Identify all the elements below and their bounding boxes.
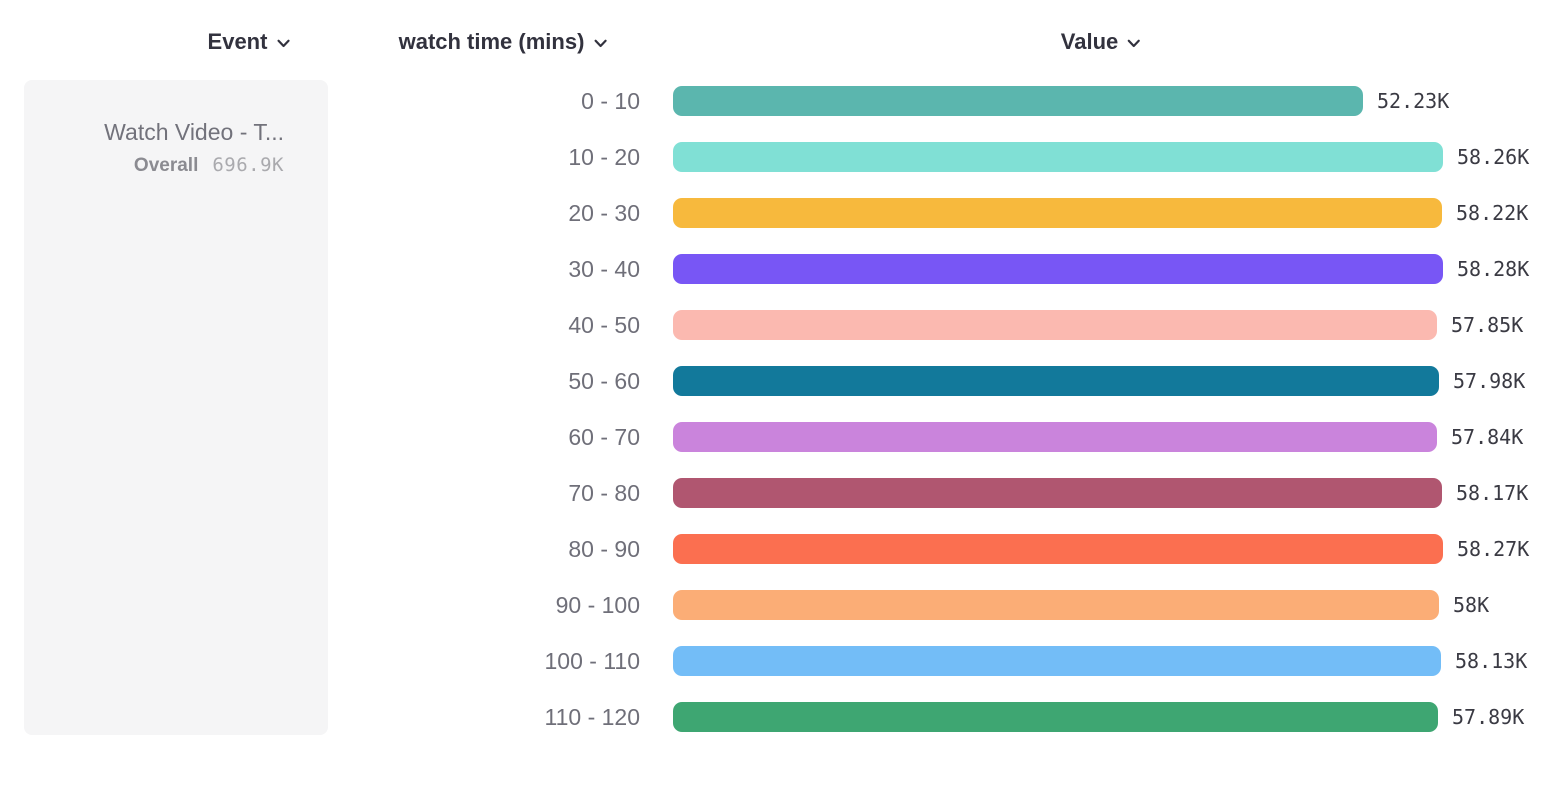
chart-row: 90 - 100 58K	[0, 590, 1568, 620]
category-label: 60 - 70	[568, 423, 640, 450]
value-label: 58.17K	[1456, 481, 1529, 505]
value-header-label: Value	[1060, 29, 1119, 54]
category-label: 100 - 110	[544, 647, 640, 674]
value-label: 58.26K	[1457, 145, 1530, 169]
bar[interactable]	[673, 254, 1443, 284]
chart-row: 50 - 60 57.98K	[0, 366, 1568, 396]
category-label: 90 - 100	[555, 591, 640, 618]
bar[interactable]	[673, 422, 1437, 452]
bar[interactable]	[673, 142, 1443, 172]
category-label: 110 - 120	[544, 703, 640, 730]
category-label: 0 - 10	[581, 87, 640, 114]
event-header-label: Event	[207, 29, 268, 54]
bar[interactable]	[673, 702, 1438, 732]
event-column-header[interactable]: Event	[208, 28, 291, 56]
category-label: 50 - 60	[568, 367, 640, 394]
bar[interactable]	[673, 86, 1363, 116]
chart-row: 100 - 110 58.13K	[0, 646, 1568, 676]
value-label: 52.23K	[1377, 89, 1450, 113]
category-label: 30 - 40	[568, 255, 640, 282]
value-label: 58.27K	[1457, 537, 1530, 561]
chart-row: 0 - 10 52.23K	[0, 86, 1568, 116]
bar[interactable]	[673, 590, 1439, 620]
value-label: 58.28K	[1457, 257, 1530, 281]
value-label: 58.13K	[1455, 649, 1528, 673]
overall-row: Overall 696.9K	[24, 154, 284, 177]
value-label: 57.98K	[1453, 369, 1526, 393]
chart-row: 10 - 20 58.26K	[0, 142, 1568, 172]
bar[interactable]	[673, 198, 1442, 228]
bar-chart: 0 - 10 52.23K 10 - 20 58.26K 20 - 30 58.22K 30…	[0, 86, 1568, 732]
bar[interactable]	[673, 534, 1443, 564]
chart-row: 70 - 80 58.17K	[0, 478, 1568, 508]
category-label: 20 - 30	[568, 199, 640, 226]
event-card[interactable]: Watch Video - T... Overall 696.9K	[24, 80, 328, 735]
bar[interactable]	[673, 366, 1439, 396]
chart-row: 40 - 50 57.85K	[0, 310, 1568, 340]
bar[interactable]	[673, 646, 1441, 676]
value-label: 57.89K	[1452, 705, 1525, 729]
chart-row: 20 - 30 58.22K	[0, 198, 1568, 228]
chevron-down-icon	[594, 39, 607, 48]
value-label: 57.85K	[1451, 313, 1524, 337]
value-label: 57.84K	[1451, 425, 1524, 449]
category-label: 80 - 90	[568, 535, 640, 562]
overall-value: 696.9K	[212, 154, 284, 176]
chevron-down-icon	[277, 39, 290, 48]
chart-row: 30 - 40 58.28K	[0, 254, 1568, 284]
event-title: Watch Video - T...	[104, 119, 284, 145]
value-label: 58K	[1453, 593, 1490, 617]
chart-row: 80 - 90 58.27K	[0, 534, 1568, 564]
breakdown-column-header[interactable]: watch time (mins)	[399, 28, 608, 56]
bar[interactable]	[673, 310, 1437, 340]
category-label: 70 - 80	[568, 479, 640, 506]
overall-label: Overall	[133, 155, 199, 176]
chart-row: 60 - 70 57.84K	[0, 422, 1568, 452]
category-label: 40 - 50	[568, 311, 640, 338]
value-column-header[interactable]: Value	[1061, 28, 1141, 56]
chart-row: 110 - 120 57.89K	[0, 702, 1568, 732]
breakdown-header-label: watch time (mins)	[398, 29, 585, 54]
category-label: 10 - 20	[568, 143, 640, 170]
bar[interactable]	[673, 478, 1442, 508]
chevron-down-icon	[1128, 39, 1141, 48]
value-label: 58.22K	[1456, 201, 1529, 225]
